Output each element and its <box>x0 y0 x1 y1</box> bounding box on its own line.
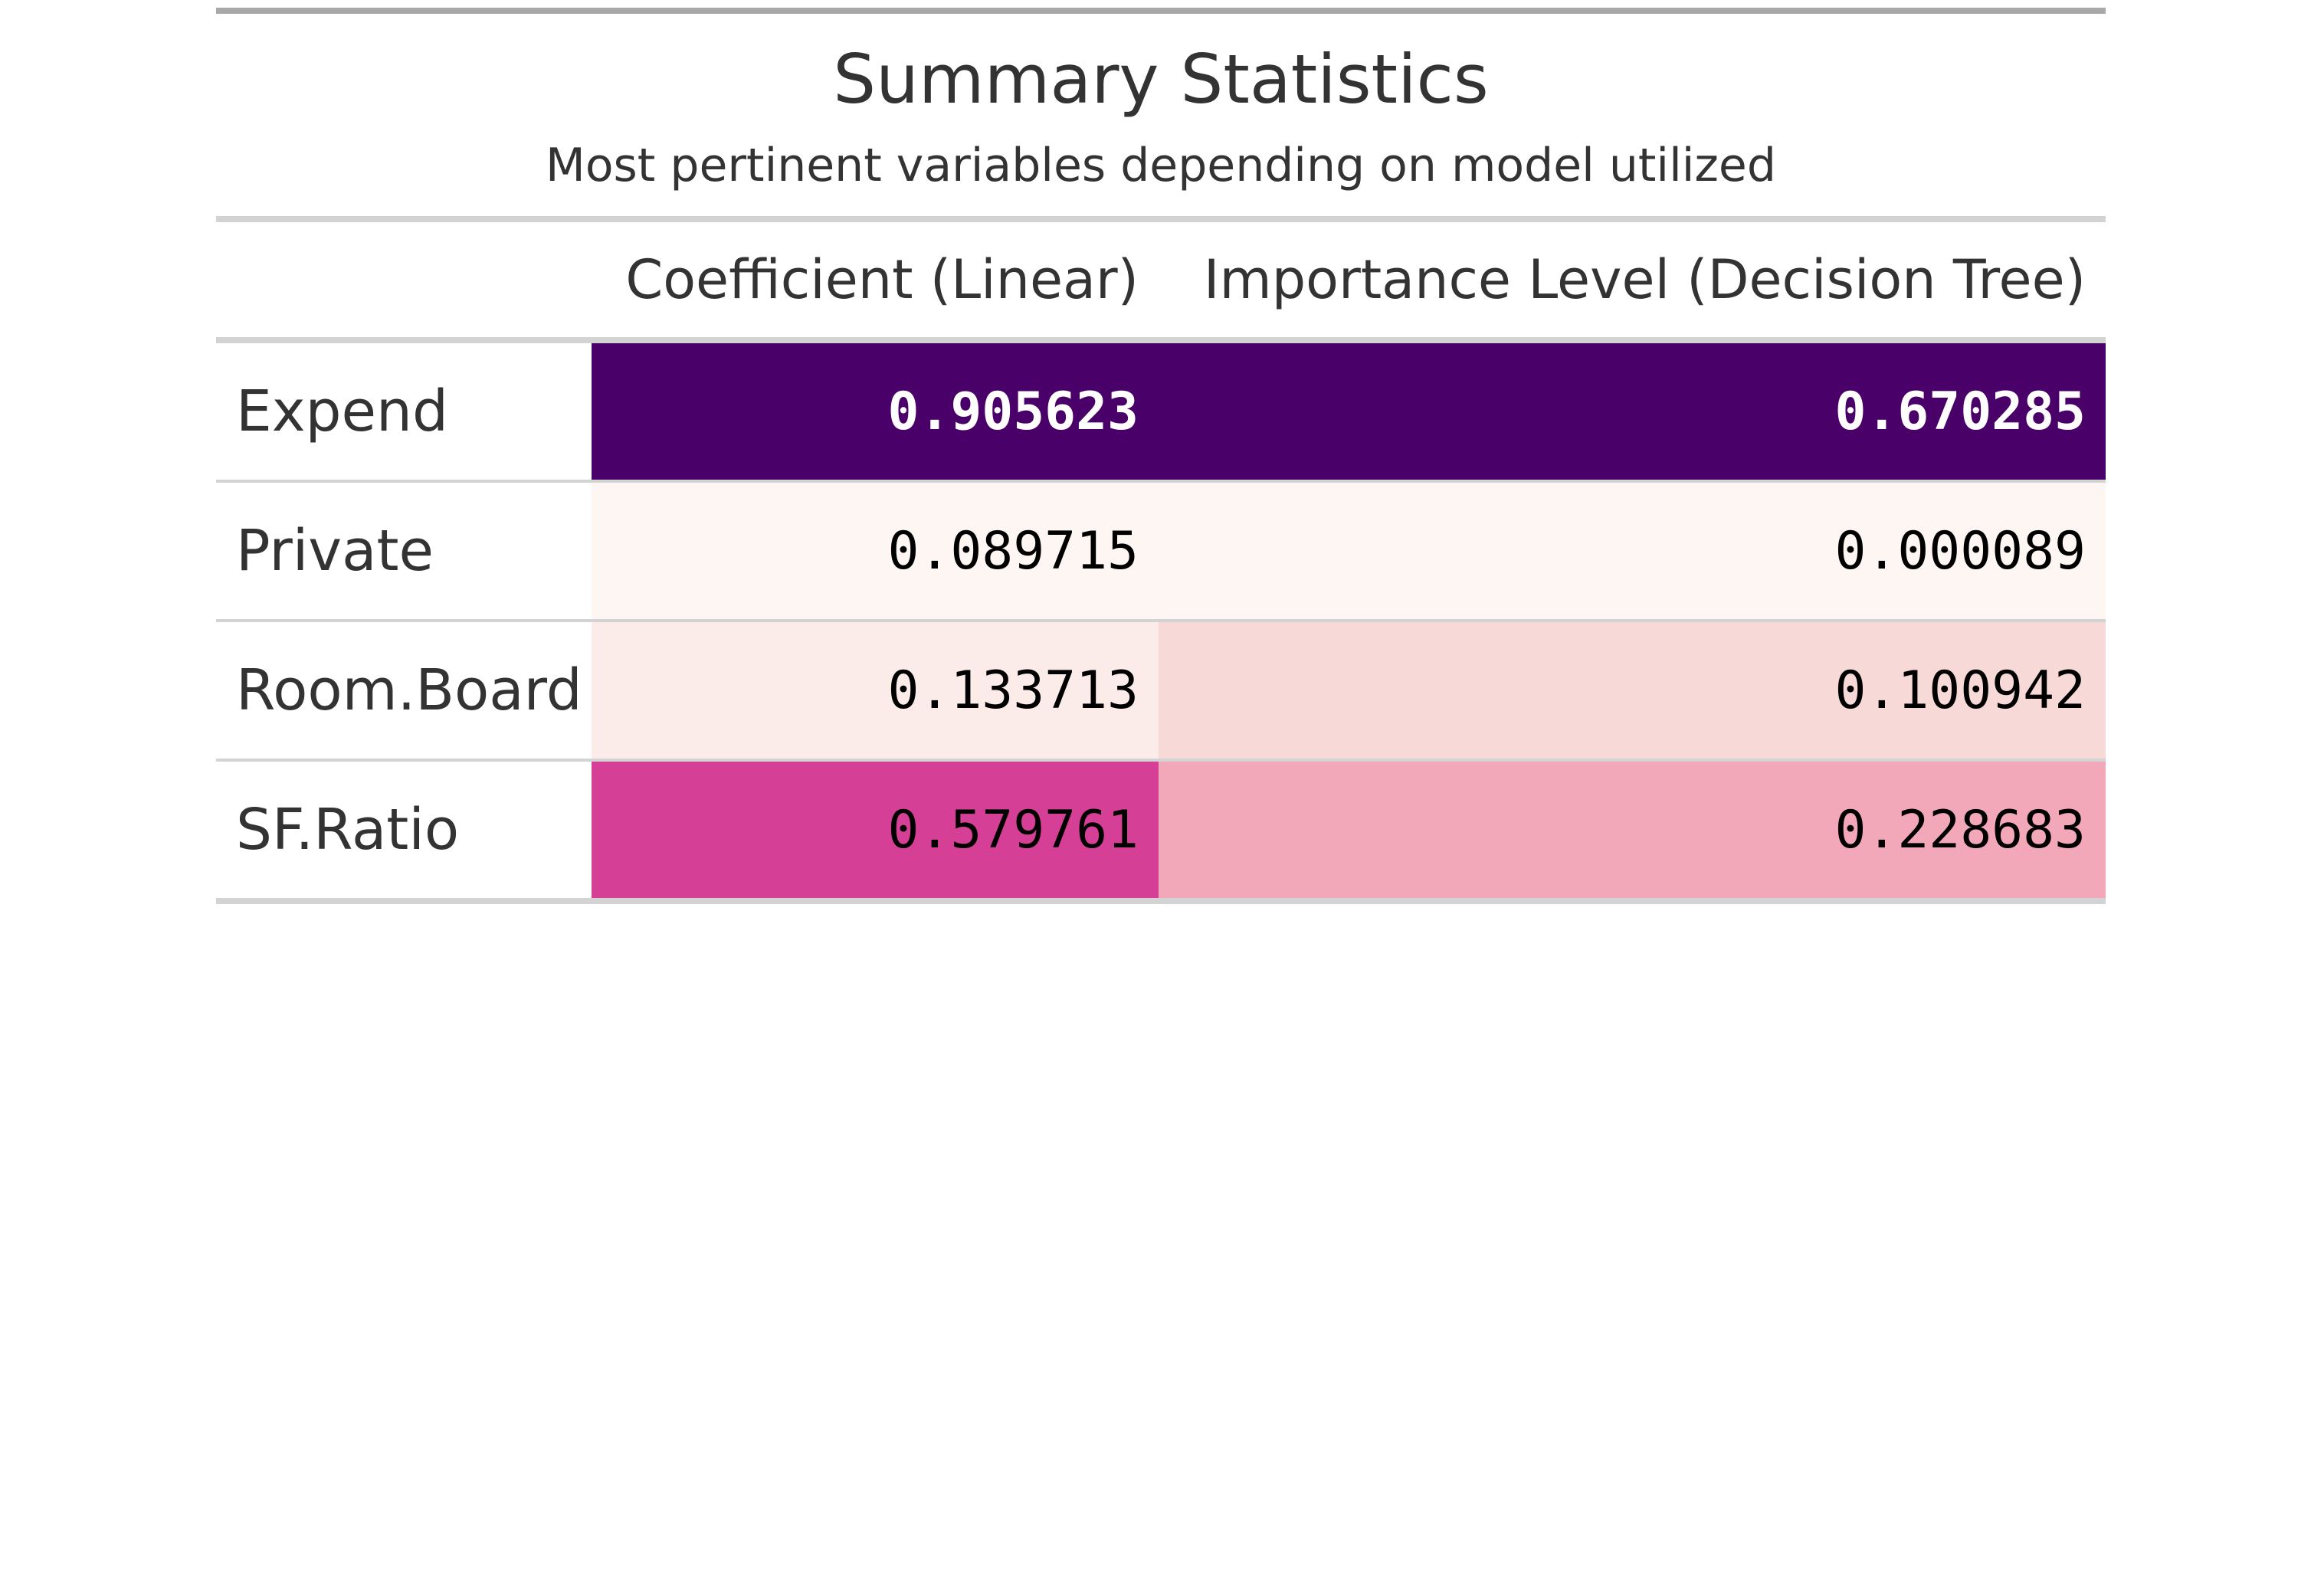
row-label: Expend <box>236 379 448 444</box>
row-divider <box>216 480 2106 483</box>
row-divider <box>216 619 2106 622</box>
coefficient-cell: 0.089715 <box>592 483 1159 619</box>
heading-rule <box>216 216 2106 222</box>
importance-cell: 0.100942 <box>1159 622 2106 759</box>
header-rule <box>216 337 2106 343</box>
row-label: Room.Board <box>236 657 582 723</box>
table-subtitle: Most pertinent variables depending on mo… <box>546 139 1776 192</box>
importance-cell: 0.228683 <box>1159 762 2106 898</box>
table-row: Expend 0.905623 0.670285 <box>216 343 2106 480</box>
importance-cell: 0.000089 <box>1159 483 2106 619</box>
row-divider <box>216 759 2106 762</box>
summary-table: Summary Statistics Most pertinent variab… <box>216 8 2106 904</box>
coefficient-cell: 0.133713 <box>592 622 1159 759</box>
row-label: SF.Ratio <box>236 797 460 863</box>
coefficient-cell: 0.905623 <box>592 343 1159 480</box>
row-label: Private <box>236 518 434 584</box>
table-row: SF.Ratio 0.579761 0.228683 <box>216 762 2106 898</box>
column-header-row: Coefficient (Linear) Importance Level (D… <box>216 222 2106 337</box>
column-header-coefficient: Coefficient (Linear) <box>625 248 1139 311</box>
table-title: Summary Statistics <box>833 40 1489 119</box>
top-rule <box>216 8 2106 14</box>
table-row: Private 0.089715 0.000089 <box>216 483 2106 619</box>
column-header-importance: Importance Level (Decision Tree) <box>1203 248 2086 311</box>
importance-cell: 0.670285 <box>1159 343 2106 480</box>
table-row: Room.Board 0.133713 0.100942 <box>216 622 2106 759</box>
table-heading: Summary Statistics Most pertinent variab… <box>216 14 2106 216</box>
coefficient-cell: 0.579761 <box>592 762 1159 898</box>
table-body: Expend 0.905623 0.670285 Private 0.089715 0.0… <box>216 343 2106 898</box>
bottom-rule <box>216 898 2106 904</box>
